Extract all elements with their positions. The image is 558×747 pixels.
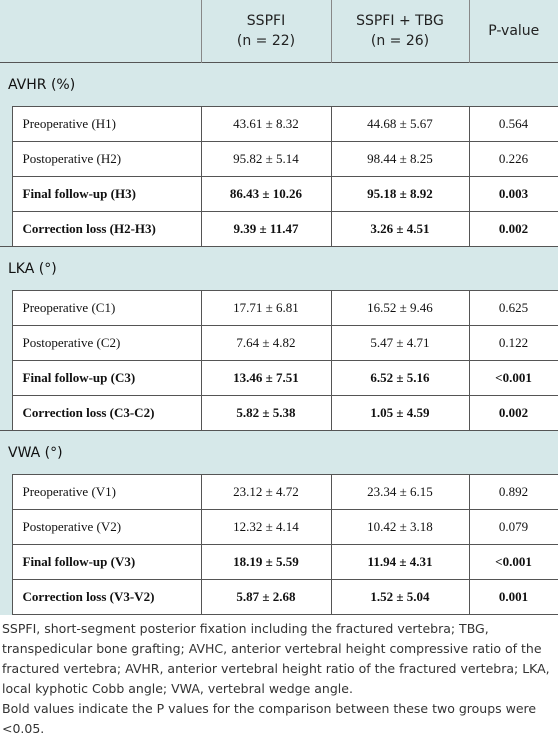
cell: 23.12 ± 4.72 [200, 474, 332, 510]
cell: 0.892 [468, 474, 558, 510]
row-label: Final follow-up (V3) [11, 544, 202, 580]
data-row: Postoperative (H2) 95.82 ± 5.14 98.44 ± 8.… [0, 141, 558, 177]
cell: 7.64 ± 4.82 [200, 325, 332, 361]
indent [0, 580, 12, 615]
cell: 0.625 [468, 290, 558, 326]
cell: 0.003 [468, 176, 558, 212]
cell: 0.002 [468, 211, 558, 247]
data-row: Correction loss (H2-H3) 9.39 ± 11.47 3.26 … [0, 211, 558, 247]
data-row: Final follow-up (V3) 18.19 ± 5.59 11.94 ± … [0, 544, 558, 580]
section-row: AVHR (%) [0, 62, 558, 107]
section-row: VWA (°) [0, 430, 558, 475]
cell: 23.34 ± 6.15 [330, 474, 470, 510]
section-title: AVHR (%) [0, 62, 558, 107]
cell: 12.32 ± 4.14 [200, 509, 332, 545]
section-title: VWA (°) [0, 430, 558, 475]
header-line: (n = 22) [236, 33, 296, 49]
data-row: Final follow-up (C3) 13.46 ± 7.51 6.52 ± 5… [0, 360, 558, 396]
data-row: Correction loss (C3-C2) 5.82 ± 5.38 1.05 ±… [0, 395, 558, 431]
header-line: SSPFI [246, 13, 286, 29]
cell: 1.52 ± 5.04 [330, 579, 470, 615]
indent [0, 142, 12, 177]
cell: 18.19 ± 5.59 [200, 544, 332, 580]
cell: 10.42 ± 3.18 [330, 509, 470, 545]
section-row: LKA (°) [0, 246, 558, 291]
header-line: (n = 26) [370, 33, 430, 49]
indent [0, 361, 12, 396]
row-label: Correction loss (C3-C2) [11, 395, 202, 431]
cell: 6.52 ± 5.16 [330, 360, 470, 396]
cell: 44.68 ± 5.67 [330, 106, 470, 142]
row-label: Postoperative (V2) [11, 509, 202, 545]
cell: 1.05 ± 4.59 [330, 395, 470, 431]
footnote: SSPFI, short-segment posterior fixation … [2, 621, 550, 696]
cell: <0.001 [468, 544, 558, 580]
indent [0, 510, 12, 545]
cell: 98.44 ± 8.25 [330, 141, 470, 177]
indent [0, 545, 12, 580]
row-label: Postoperative (H2) [11, 141, 202, 177]
footnotes: SSPFI, short-segment posterior fixation … [0, 615, 558, 739]
data-row: Postoperative (V2) 12.32 ± 4.14 10.42 ± 3.… [0, 509, 558, 545]
indent [0, 107, 12, 142]
cell: 9.39 ± 11.47 [200, 211, 332, 247]
row-label: Postoperative (C2) [11, 325, 202, 361]
cell: 95.82 ± 5.14 [200, 141, 332, 177]
row-label: Preoperative (V1) [11, 474, 202, 510]
cell: 86.43 ± 10.26 [200, 176, 332, 212]
cell: 0.226 [468, 141, 558, 177]
footnote: Bold values indicate the P values for th… [2, 701, 537, 736]
cell: 17.71 ± 6.81 [200, 290, 332, 326]
row-label: Final follow-up (H3) [11, 176, 202, 212]
row-label: Final follow-up (C3) [11, 360, 202, 396]
cell: 13.46 ± 7.51 [200, 360, 332, 396]
row-label: Preoperative (C1) [11, 290, 202, 326]
data-row: Preoperative (H1) 43.61 ± 8.32 44.68 ± 5.6… [0, 106, 558, 142]
data-row: Correction loss (V3-V2) 5.87 ± 2.68 1.52 ±… [0, 579, 558, 615]
indent [0, 177, 12, 212]
cell: 43.61 ± 8.32 [200, 106, 332, 142]
indent [0, 475, 12, 510]
data-row: Postoperative (C2) 7.64 ± 4.82 5.47 ± 4.71… [0, 325, 558, 361]
section-title: LKA (°) [0, 246, 558, 291]
cell: 95.18 ± 8.92 [330, 176, 470, 212]
header-row: SSPFI (n = 22) SSPFI + TBG (n = 26) P-value [0, 0, 558, 63]
header-cell: P-value [468, 0, 558, 63]
data-table: SSPFI (n = 22) SSPFI + TBG (n = 26) P-value A… [0, 0, 558, 615]
header-blank [0, 0, 201, 63]
cell: 5.82 ± 5.38 [200, 395, 332, 431]
cell: 3.26 ± 4.51 [330, 211, 470, 247]
header-cell: SSPFI + TBG (n = 26) [330, 0, 469, 63]
cell: 0.002 [468, 395, 558, 431]
cell: 11.94 ± 4.31 [330, 544, 470, 580]
cell: 0.122 [468, 325, 558, 361]
row-label: Correction loss (V3-V2) [11, 579, 202, 615]
cell: 16.52 ± 9.46 [330, 290, 470, 326]
cell: 0.079 [468, 509, 558, 545]
cell: 5.87 ± 2.68 [200, 579, 332, 615]
header-line: P-value [488, 23, 540, 39]
header-cell: SSPFI (n = 22) [200, 0, 331, 63]
row-label: Preoperative (H1) [11, 106, 202, 142]
header-line: SSPFI + TBG [356, 13, 444, 29]
indent [0, 326, 12, 361]
cell: 0.564 [468, 106, 558, 142]
indent [0, 396, 12, 431]
cell: <0.001 [468, 360, 558, 396]
indent [0, 291, 12, 326]
cell: 0.001 [468, 579, 558, 615]
row-label: Correction loss (H2-H3) [11, 211, 202, 247]
cell: 5.47 ± 4.71 [330, 325, 470, 361]
data-row: Preoperative (V1) 23.12 ± 4.72 23.34 ± 6.1… [0, 474, 558, 510]
indent [0, 212, 12, 247]
data-row: Final follow-up (H3) 86.43 ± 10.26 95.18 ±… [0, 176, 558, 212]
data-row: Preoperative (C1) 17.71 ± 6.81 16.52 ± 9.4… [0, 290, 558, 326]
